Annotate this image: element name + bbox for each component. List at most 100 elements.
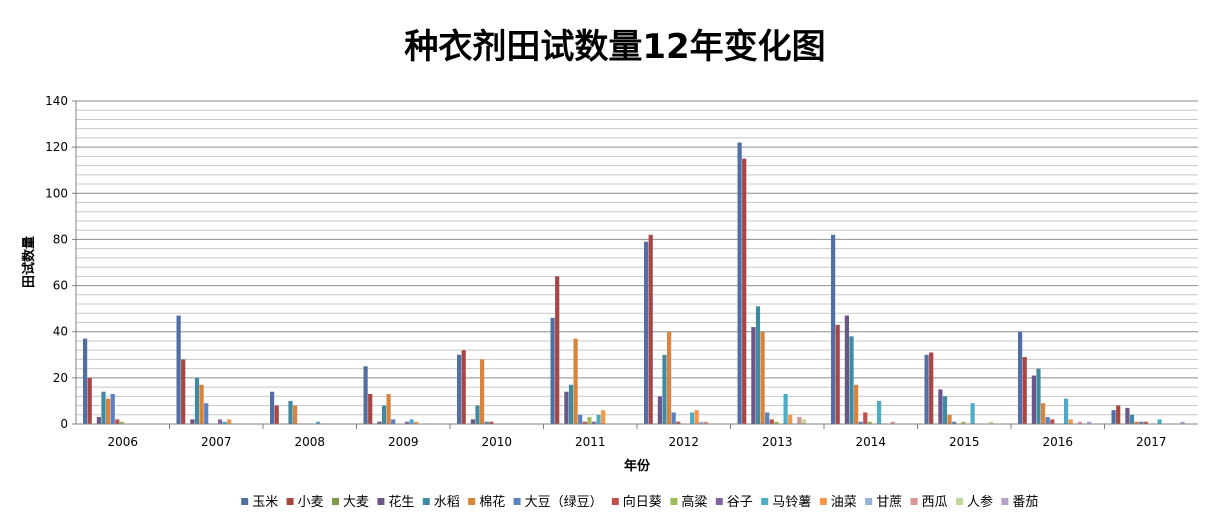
bar (844, 315, 849, 424)
bar (801, 419, 807, 424)
bar (470, 419, 475, 424)
bar (591, 421, 597, 424)
bar (190, 419, 195, 424)
bar (1143, 421, 1148, 424)
bar (101, 391, 106, 424)
bar (952, 421, 957, 424)
bar (1139, 421, 1144, 424)
legend-swatch (468, 498, 476, 505)
bar (699, 421, 704, 424)
x-tick-label: 2008 (294, 435, 325, 449)
bar (377, 421, 382, 424)
y-tick-label: 0 (60, 417, 68, 431)
bar (890, 421, 895, 424)
bar (1125, 407, 1130, 424)
bar (667, 331, 672, 424)
bar (835, 324, 840, 424)
bar (87, 377, 92, 424)
bar (270, 391, 275, 424)
bar (1077, 421, 1082, 424)
legend-label: 大麦 (343, 495, 369, 510)
bar (119, 421, 124, 424)
bar (1031, 375, 1036, 424)
legend-label: 人参 (967, 494, 993, 510)
bar (414, 421, 419, 424)
bar (404, 421, 410, 424)
legend-swatch (956, 498, 963, 505)
bar (368, 394, 373, 424)
x-tick-label: 2017 (1136, 435, 1167, 449)
bar (227, 419, 232, 424)
bar (755, 306, 761, 424)
legend-label: 谷子 (727, 495, 753, 510)
bar (1018, 331, 1023, 424)
legend-label: 马铃薯 (772, 495, 811, 510)
bar (288, 400, 293, 424)
y-axis-label: 田试数量 (21, 236, 37, 288)
bar (942, 396, 948, 424)
bar (1064, 398, 1069, 424)
chart-title: 种衣剂田试数量12年变化图 (404, 27, 825, 67)
bar (573, 338, 578, 424)
legend-label: 棉花 (479, 494, 505, 510)
bar (96, 417, 101, 424)
bar (480, 359, 485, 424)
y-tick-label: 60 (53, 279, 68, 293)
bar (274, 405, 279, 424)
y-tick-label: 20 (53, 371, 68, 385)
x-tick-label: 2015 (949, 435, 980, 449)
bar (181, 359, 186, 424)
bar (924, 354, 929, 424)
bar (1116, 405, 1121, 424)
bar (457, 354, 462, 424)
bar (765, 412, 770, 424)
bar (676, 421, 681, 424)
bar (194, 377, 200, 424)
bar (601, 410, 606, 424)
bar (110, 394, 115, 424)
legend-swatch (670, 498, 678, 505)
bar (774, 421, 779, 424)
x-tick-label: 2007 (201, 435, 232, 449)
bar (550, 317, 555, 424)
bar (938, 389, 943, 424)
bar (690, 412, 695, 424)
bar (1157, 419, 1162, 424)
bar (199, 384, 204, 424)
x-axis-label: 年份 (624, 458, 651, 474)
bars (83, 142, 1185, 424)
legend-label: 西瓜 (922, 495, 948, 510)
legend-label: 小麦 (298, 495, 324, 510)
x-tick-label: 2009 (388, 435, 419, 449)
bar (788, 414, 793, 424)
bar (1022, 357, 1027, 424)
legend-swatch (1001, 498, 1009, 505)
legend-swatch (611, 498, 619, 505)
bar (484, 421, 489, 424)
bar (409, 419, 414, 424)
bar (1134, 421, 1139, 424)
bar (797, 417, 802, 424)
bar (760, 331, 765, 424)
legend-swatch (286, 498, 294, 505)
bar (877, 400, 882, 424)
legend-swatch (332, 498, 339, 505)
bar (391, 419, 396, 424)
bar (737, 142, 742, 424)
y-tick-label: 80 (53, 232, 68, 246)
bar (988, 421, 994, 424)
bar (204, 403, 209, 424)
bar (1045, 417, 1050, 424)
bar (671, 412, 676, 424)
y-tick-label: 140 (45, 94, 68, 108)
bar (582, 421, 587, 424)
bar (657, 396, 662, 424)
bar (587, 417, 592, 424)
bar (217, 419, 223, 424)
bar (1068, 419, 1073, 424)
x-tick-label: 2011 (575, 435, 606, 449)
legend-swatch (761, 498, 769, 505)
x-tick-label: 2014 (855, 435, 886, 449)
grid-lines (76, 100, 1198, 425)
